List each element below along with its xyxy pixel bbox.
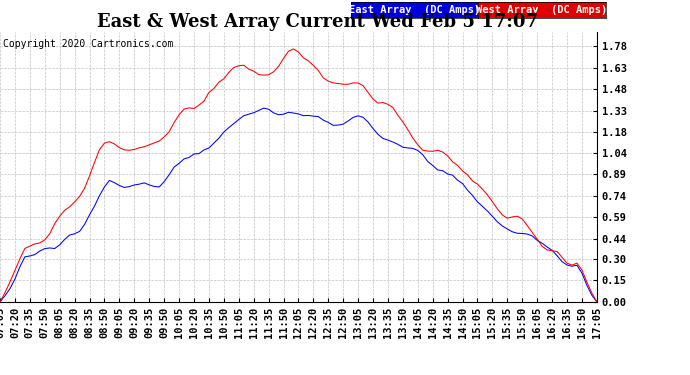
Text: East & West Array Current Wed Feb 5 17:07: East & West Array Current Wed Feb 5 17:0… [97, 13, 538, 31]
Text: West Array  (DC Amps): West Array (DC Amps) [476, 5, 608, 15]
Text: East Array  (DC Amps): East Array (DC Amps) [348, 5, 480, 15]
Text: Copyright 2020 Cartronics.com: Copyright 2020 Cartronics.com [3, 39, 174, 50]
